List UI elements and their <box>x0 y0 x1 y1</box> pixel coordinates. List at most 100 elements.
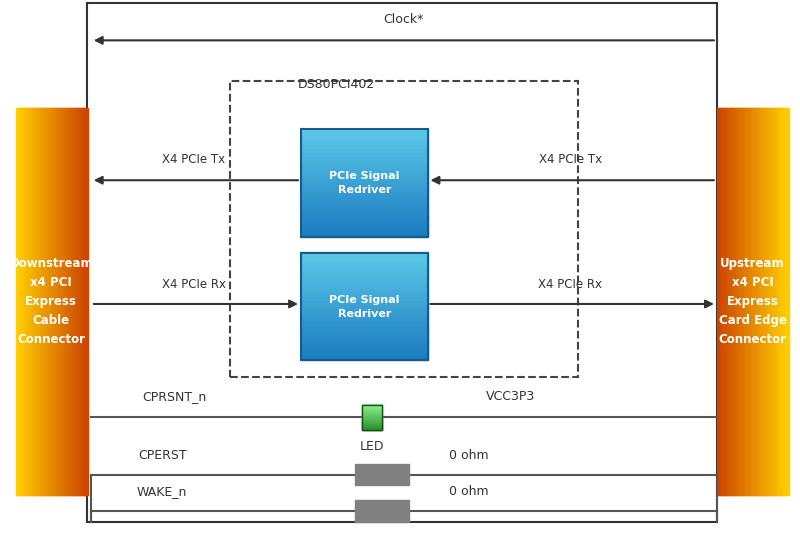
Bar <box>362 416 382 417</box>
Bar <box>75 108 77 495</box>
Bar <box>766 108 767 495</box>
Bar <box>301 297 428 299</box>
Bar <box>301 259 428 261</box>
Bar <box>73 108 74 495</box>
Bar <box>301 293 428 295</box>
Bar <box>741 108 742 495</box>
Bar <box>58 108 59 495</box>
Bar <box>718 108 720 495</box>
Bar <box>18 108 20 495</box>
Bar <box>301 204 428 206</box>
Bar <box>766 108 769 495</box>
Bar <box>739 108 741 495</box>
Bar <box>46 108 48 495</box>
Bar <box>746 108 747 495</box>
Bar <box>745 108 746 495</box>
Bar <box>301 282 428 284</box>
Bar <box>717 108 718 495</box>
Bar <box>301 192 428 194</box>
Bar <box>301 154 428 156</box>
Bar <box>301 152 428 153</box>
Bar <box>726 108 727 495</box>
Bar <box>49 108 50 495</box>
Bar <box>748 108 750 495</box>
Bar <box>80 108 82 495</box>
Bar <box>773 108 774 495</box>
Bar <box>301 267 428 269</box>
Bar <box>29 108 30 495</box>
Bar <box>362 410 382 411</box>
Bar <box>362 415 382 416</box>
Bar <box>779 108 781 495</box>
Bar <box>730 108 731 495</box>
Bar <box>301 283 428 285</box>
Bar <box>301 318 428 320</box>
Bar <box>362 417 382 419</box>
Bar <box>42 108 44 495</box>
Bar <box>301 162 428 164</box>
Bar <box>301 356 428 358</box>
Bar <box>17 108 18 495</box>
Bar <box>782 108 783 495</box>
Bar <box>55 108 57 495</box>
Bar <box>301 277 428 279</box>
Bar <box>21 108 22 495</box>
Bar <box>301 207 428 208</box>
Bar <box>301 320 428 321</box>
Bar <box>301 177 428 179</box>
Bar <box>301 199 428 200</box>
Bar <box>301 265 428 266</box>
Bar <box>362 419 382 420</box>
Bar <box>301 148 428 151</box>
Bar <box>42 108 43 495</box>
Text: X4 PCIe Tx: X4 PCIe Tx <box>162 153 226 166</box>
Bar <box>301 173 428 175</box>
Bar <box>731 108 733 495</box>
Bar <box>301 138 428 140</box>
Bar <box>301 312 428 313</box>
Bar <box>301 188 428 190</box>
Bar <box>301 254 428 256</box>
Bar <box>777 108 778 495</box>
Bar <box>301 341 428 343</box>
Text: CPRSNT_n: CPRSNT_n <box>142 391 206 404</box>
Bar <box>784 108 786 495</box>
Bar <box>64 108 66 495</box>
Bar <box>301 190 428 193</box>
Text: Downstream
x4 PCI
Express
Cable
Connector: Downstream x4 PCI Express Cable Connecto… <box>10 257 93 346</box>
Bar <box>301 169 428 171</box>
Bar <box>230 81 578 377</box>
Bar <box>301 197 428 199</box>
Bar <box>57 108 58 495</box>
Bar <box>74 108 75 495</box>
Bar <box>770 108 772 495</box>
Bar <box>762 108 764 495</box>
Bar <box>60 108 62 495</box>
Bar <box>362 428 382 429</box>
Bar <box>301 130 428 132</box>
Bar <box>758 108 760 495</box>
Bar <box>720 108 722 495</box>
Bar <box>301 253 428 360</box>
Text: DS80PCI402: DS80PCI402 <box>298 79 375 91</box>
Bar <box>362 426 382 427</box>
Bar <box>301 344 428 346</box>
Bar <box>769 108 770 495</box>
Bar <box>301 165 428 167</box>
Bar <box>30 108 33 495</box>
Bar <box>301 346 428 349</box>
Bar <box>301 185 428 187</box>
Bar <box>301 298 428 300</box>
Bar <box>301 225 428 227</box>
Text: X4 PCIe Rx: X4 PCIe Rx <box>162 278 226 291</box>
Bar <box>53 108 54 495</box>
Bar <box>362 426 382 427</box>
Bar <box>87 3 717 522</box>
Bar <box>301 357 428 359</box>
Bar <box>301 182 428 184</box>
Bar <box>726 108 728 495</box>
Bar <box>82 108 84 495</box>
Bar <box>786 108 788 495</box>
Bar <box>54 108 56 495</box>
Bar <box>301 295 428 297</box>
